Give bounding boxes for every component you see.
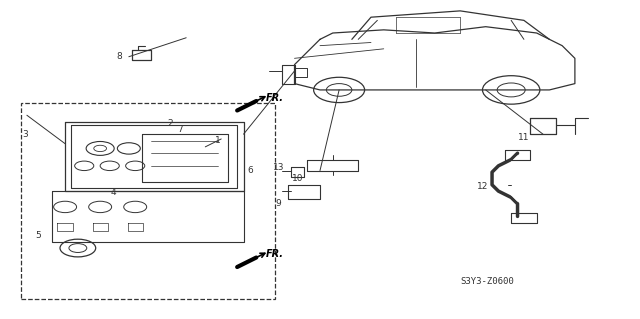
Text: 13: 13 (273, 163, 284, 172)
Text: 5: 5 (35, 231, 41, 240)
Text: FR.: FR. (266, 249, 284, 259)
Text: FR.: FR. (266, 93, 284, 103)
Text: 6: 6 (247, 166, 253, 175)
Text: 7: 7 (177, 125, 182, 134)
Text: 3: 3 (23, 130, 28, 139)
Text: 1: 1 (215, 136, 221, 145)
Text: 12: 12 (477, 182, 488, 191)
Text: 10: 10 (292, 174, 303, 183)
Text: 2: 2 (168, 119, 173, 128)
Text: 9: 9 (276, 199, 282, 208)
Text: 8: 8 (116, 52, 122, 61)
Text: 11: 11 (518, 133, 530, 142)
Text: S3Y3-Z0600: S3Y3-Z0600 (460, 277, 514, 286)
Text: 4: 4 (110, 188, 116, 197)
